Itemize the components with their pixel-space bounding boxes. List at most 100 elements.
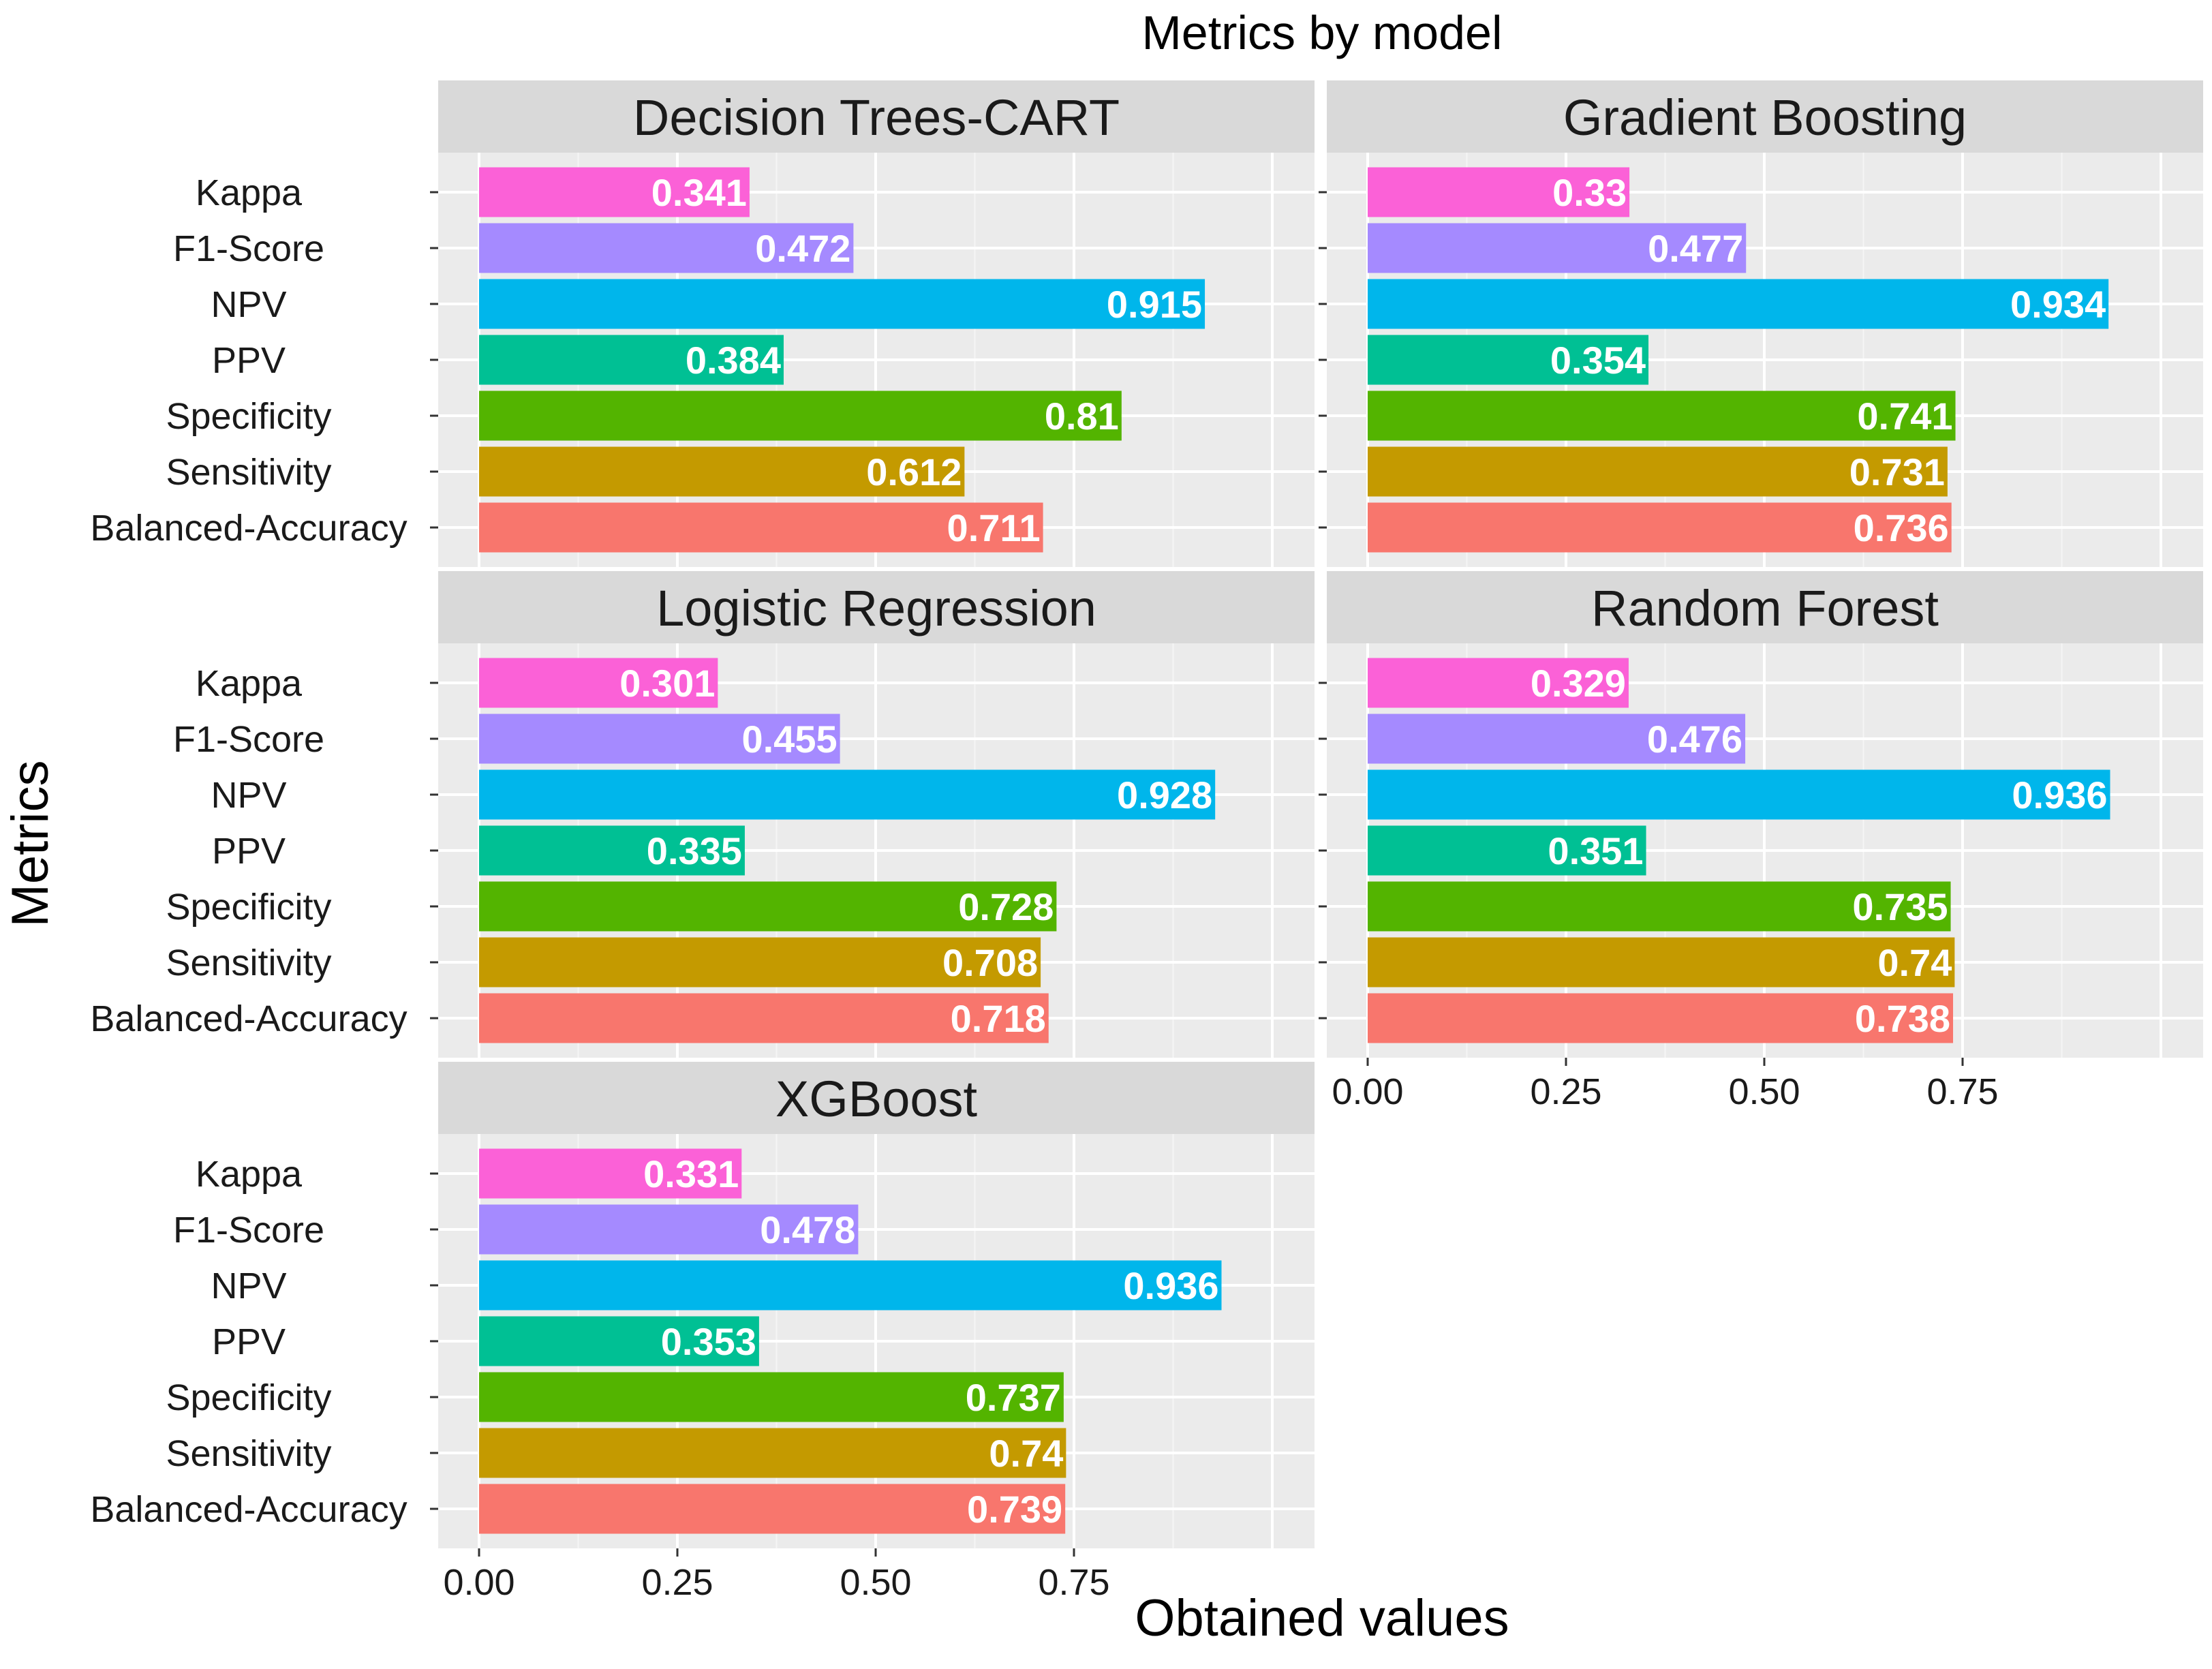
value-label-xgboost-npv: 0.936 — [1123, 1264, 1218, 1307]
value-label-random-forest-specificity: 0.735 — [1852, 885, 1948, 928]
bar-xgboost-kappa — [479, 1148, 742, 1199]
x-tick-label: 0.75 — [1926, 1071, 1998, 1112]
category-label-balanced-accuracy: Balanced-Accuracy — [90, 508, 407, 549]
category-label-ppv: PPV — [212, 831, 286, 872]
bar-logistic-regression-kappa — [479, 658, 718, 708]
value-label-decision-trees-cart-kappa: 0.341 — [651, 171, 747, 214]
value-label-gradient-boosting-f1-score: 0.477 — [1648, 227, 1743, 270]
bar-random-forest-sensitivity — [1368, 937, 1955, 987]
value-label-decision-trees-cart-ppv: 0.384 — [686, 339, 781, 382]
category-label-specificity: Specificity — [166, 396, 331, 437]
value-label-gradient-boosting-specificity: 0.741 — [1857, 395, 1952, 438]
value-label-random-forest-sensitivity: 0.74 — [1877, 941, 1952, 984]
value-label-xgboost-kappa: 0.331 — [643, 1152, 739, 1195]
bar-logistic-regression-sensitivity — [479, 937, 1041, 987]
category-label-specificity: Specificity — [166, 887, 331, 928]
value-label-xgboost-specificity: 0.737 — [966, 1376, 1061, 1419]
value-label-random-forest-f1-score: 0.476 — [1647, 718, 1742, 761]
bar-logistic-regression-balanced-accuracy — [479, 993, 1049, 1043]
category-label-f1-score: F1-Score — [173, 719, 324, 760]
value-label-logistic-regression-f1-score: 0.455 — [741, 718, 837, 761]
value-label-logistic-regression-npv: 0.928 — [1117, 774, 1212, 816]
value-label-random-forest-kappa: 0.329 — [1531, 662, 1626, 705]
panel-random-forest: Random Forest 0.329 0.476 0.936 0.351 0.735 0.… — [1319, 571, 2203, 1112]
x-tick-label: 0.00 — [1332, 1071, 1403, 1112]
value-label-decision-trees-cart-sensitivity: 0.612 — [866, 450, 962, 493]
bar-random-forest-npv — [1368, 769, 2110, 820]
bar-gradient-boosting-npv — [1368, 279, 2109, 329]
x-tick-label: 0.75 — [1038, 1562, 1109, 1603]
bar-decision-trees-cart-specificity — [479, 391, 1122, 441]
value-label-gradient-boosting-balanced-accuracy: 0.736 — [1854, 506, 1949, 549]
strip-logistic-regression — [438, 571, 1315, 643]
bar-gradient-boosting-f1-score — [1368, 223, 1747, 273]
value-label-decision-trees-cart-npv: 0.915 — [1107, 283, 1202, 326]
panel-logistic-regression: Logistic Regression 0.301 Kappa 0.455 F1-Sco… — [90, 571, 1315, 1058]
strip-title-gradient-boosting: Gradient Boosting — [1563, 89, 1967, 146]
bar-xgboost-balanced-accuracy — [479, 1484, 1066, 1534]
value-label-logistic-regression-specificity: 0.728 — [958, 885, 1054, 928]
value-label-random-forest-balanced-accuracy: 0.738 — [1855, 997, 1950, 1040]
strip-title-decision-trees-cart: Decision Trees-CART — [633, 89, 1120, 146]
value-label-logistic-regression-ppv: 0.335 — [647, 829, 742, 872]
bar-gradient-boosting-specificity — [1368, 391, 1956, 441]
bar-random-forest-kappa — [1368, 658, 1629, 708]
value-label-xgboost-sensitivity: 0.74 — [989, 1432, 1063, 1475]
strip-random-forest — [1327, 571, 2203, 643]
bar-random-forest-balanced-accuracy — [1368, 993, 1954, 1043]
category-label-kappa: Kappa — [196, 1154, 303, 1195]
bar-xgboost-npv — [479, 1260, 1222, 1311]
bar-decision-trees-cart-balanced-accuracy — [479, 502, 1043, 553]
panel-decision-trees-cart: Decision Trees-CART 0.341 Kappa 0.472 F1-Sco… — [90, 80, 1315, 567]
bar-xgboost-f1-score — [479, 1204, 859, 1255]
value-label-logistic-regression-sensitivity: 0.708 — [942, 941, 1038, 984]
value-label-logistic-regression-balanced-accuracy: 0.718 — [951, 997, 1046, 1040]
x-tick-label: 0.00 — [443, 1562, 514, 1603]
category-label-balanced-accuracy: Balanced-Accuracy — [90, 1489, 407, 1530]
x-tick-label: 0.25 — [641, 1562, 713, 1603]
bar-gradient-boosting-sensitivity — [1368, 446, 1948, 497]
bar-gradient-boosting-kappa — [1368, 167, 1630, 217]
category-label-sensitivity: Sensitivity — [166, 452, 331, 493]
category-label-kappa: Kappa — [196, 172, 303, 213]
category-label-npv: NPV — [211, 775, 286, 816]
value-label-gradient-boosting-kappa: 0.33 — [1552, 171, 1627, 214]
value-label-random-forest-ppv: 0.351 — [1548, 829, 1643, 872]
strip-gradient-boosting — [1327, 80, 2203, 153]
bar-gradient-boosting-ppv — [1368, 335, 1649, 385]
strip-title-logistic-regression: Logistic Regression — [656, 580, 1096, 637]
bar-logistic-regression-ppv — [479, 825, 745, 876]
y-axis-title: Metrics — [1, 761, 59, 928]
strip-title-random-forest: Random Forest — [1591, 580, 1939, 637]
x-axis-title: Obtained values — [1135, 1589, 1509, 1647]
value-label-gradient-boosting-sensitivity: 0.731 — [1849, 450, 1945, 493]
x-tick-label: 0.50 — [1728, 1071, 1800, 1112]
bar-logistic-regression-npv — [479, 769, 1216, 820]
x-tick-label: 0.50 — [840, 1562, 911, 1603]
bar-xgboost-sensitivity — [479, 1428, 1066, 1478]
category-label-specificity: Specificity — [166, 1377, 331, 1418]
panel-gradient-boosting: Gradient Boosting 0.33 0.477 0.934 0.354 0.74… — [1319, 80, 2203, 567]
value-label-gradient-boosting-ppv: 0.354 — [1550, 339, 1646, 382]
strip-title-xgboost: XGBoost — [775, 1071, 978, 1127]
value-label-decision-trees-cart-f1-score: 0.472 — [755, 227, 850, 270]
strip-decision-trees-cart — [438, 80, 1315, 153]
bar-random-forest-f1-score — [1368, 714, 1746, 764]
category-label-kappa: Kappa — [196, 663, 303, 704]
bar-logistic-regression-specificity — [479, 881, 1057, 932]
bar-decision-trees-cart-f1-score — [479, 223, 854, 273]
value-label-xgboost-balanced-accuracy: 0.739 — [967, 1488, 1062, 1531]
bar-decision-trees-cart-sensitivity — [479, 446, 965, 497]
strip-xgboost — [438, 1062, 1315, 1134]
bar-xgboost-ppv — [479, 1316, 759, 1366]
chart-title: Metrics by model — [1141, 6, 1502, 59]
category-label-f1-score: F1-Score — [173, 1210, 324, 1251]
value-label-xgboost-ppv: 0.353 — [661, 1320, 756, 1363]
value-label-gradient-boosting-npv: 0.934 — [2010, 283, 2106, 326]
value-label-logistic-regression-kappa: 0.301 — [619, 662, 715, 705]
category-label-npv: NPV — [211, 1266, 286, 1306]
panel-xgboost: XGBoost 0.331 Kappa 0.478 F1-Score 0.936 NPV 0.… — [90, 1062, 1315, 1603]
value-label-decision-trees-cart-balanced-accuracy: 0.711 — [947, 506, 1041, 549]
bar-gradient-boosting-balanced-accuracy — [1368, 502, 1952, 553]
